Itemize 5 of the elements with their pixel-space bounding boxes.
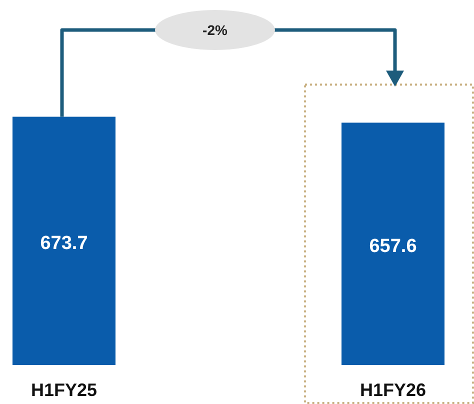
x-tick-label: H1FY25 (30, 380, 98, 400)
text: -2% (202, 22, 228, 38)
data-label: 657.6 (369, 236, 417, 257)
x-tick-label: H1FY26 (360, 380, 426, 400)
data-label: 673.7 (40, 232, 88, 254)
